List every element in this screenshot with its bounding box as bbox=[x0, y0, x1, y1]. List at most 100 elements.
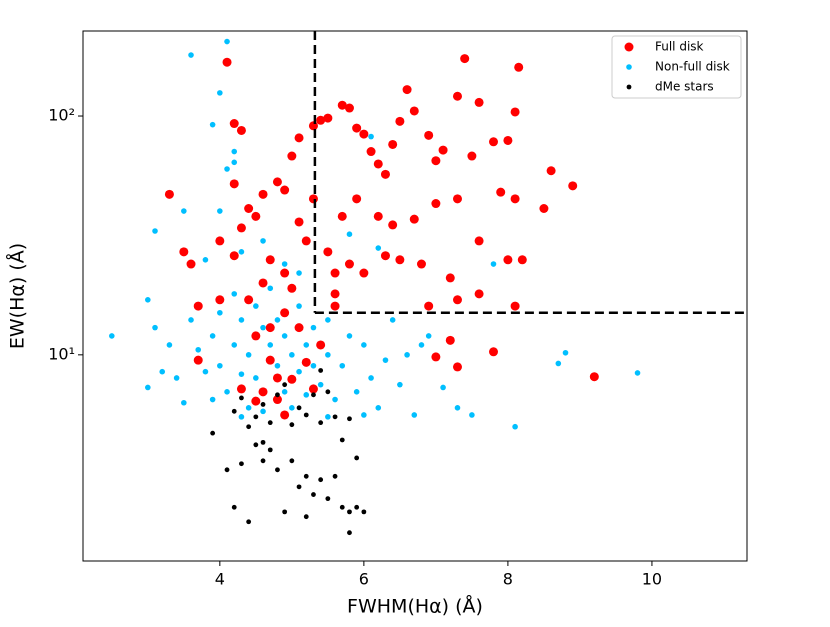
point bbox=[251, 396, 261, 406]
point bbox=[452, 91, 462, 101]
point bbox=[238, 371, 245, 377]
point bbox=[589, 372, 599, 382]
point bbox=[330, 268, 340, 278]
point bbox=[380, 251, 390, 261]
point bbox=[380, 169, 390, 179]
x-axis-label: FWHM(Hα) (Å) bbox=[347, 595, 483, 618]
point bbox=[202, 368, 209, 375]
point bbox=[424, 130, 434, 140]
point bbox=[217, 309, 223, 316]
point bbox=[474, 97, 484, 107]
point bbox=[231, 148, 238, 155]
point bbox=[258, 278, 268, 288]
point bbox=[445, 273, 455, 283]
point bbox=[281, 389, 288, 395]
legend-label: Non-full disk bbox=[655, 60, 730, 74]
point bbox=[267, 285, 274, 292]
point bbox=[503, 255, 513, 265]
point bbox=[238, 317, 245, 323]
y-tick-label: 10² bbox=[48, 106, 75, 125]
point bbox=[411, 412, 418, 418]
point bbox=[344, 259, 354, 269]
point bbox=[195, 346, 202, 353]
point bbox=[397, 381, 403, 388]
point bbox=[438, 145, 448, 155]
point bbox=[209, 396, 216, 403]
point bbox=[289, 422, 295, 428]
point bbox=[258, 189, 268, 199]
point bbox=[510, 301, 520, 311]
point bbox=[251, 331, 261, 341]
point bbox=[318, 477, 324, 483]
point bbox=[275, 467, 280, 473]
point bbox=[361, 509, 367, 515]
point bbox=[289, 352, 295, 358]
point bbox=[347, 530, 352, 536]
point bbox=[452, 194, 462, 204]
point bbox=[166, 342, 173, 348]
point bbox=[409, 106, 419, 116]
point bbox=[359, 268, 369, 278]
point bbox=[445, 335, 455, 345]
point bbox=[375, 245, 382, 251]
point bbox=[246, 424, 252, 430]
point bbox=[395, 116, 405, 126]
point bbox=[274, 362, 281, 369]
point bbox=[373, 159, 383, 169]
point bbox=[236, 223, 246, 233]
point bbox=[325, 389, 331, 395]
point bbox=[246, 519, 252, 525]
point bbox=[193, 355, 203, 365]
point bbox=[424, 301, 434, 311]
point bbox=[210, 430, 216, 436]
point bbox=[164, 189, 174, 199]
point bbox=[330, 289, 340, 299]
point bbox=[366, 147, 376, 157]
point bbox=[209, 121, 216, 128]
point bbox=[260, 458, 266, 464]
point bbox=[265, 355, 275, 365]
legend-marker bbox=[624, 42, 634, 52]
point bbox=[512, 423, 518, 430]
point bbox=[546, 166, 556, 176]
point bbox=[289, 405, 295, 411]
point bbox=[294, 323, 304, 333]
point bbox=[152, 324, 158, 331]
point bbox=[354, 455, 360, 461]
point bbox=[217, 362, 223, 369]
point bbox=[496, 187, 506, 197]
point bbox=[260, 439, 266, 445]
point bbox=[181, 399, 187, 406]
point bbox=[555, 360, 562, 367]
point bbox=[245, 352, 252, 358]
point bbox=[244, 203, 254, 213]
point bbox=[332, 473, 338, 479]
point bbox=[202, 257, 209, 263]
point bbox=[275, 392, 280, 398]
point bbox=[159, 368, 166, 375]
point bbox=[303, 473, 309, 479]
point bbox=[368, 133, 374, 140]
point bbox=[467, 151, 477, 161]
point bbox=[361, 412, 367, 418]
point bbox=[354, 504, 360, 510]
point bbox=[239, 461, 244, 467]
point bbox=[296, 368, 302, 375]
point bbox=[260, 408, 266, 415]
point bbox=[325, 352, 331, 358]
point bbox=[510, 194, 520, 204]
point bbox=[361, 342, 367, 348]
point bbox=[316, 115, 326, 125]
point bbox=[215, 295, 225, 305]
point bbox=[431, 199, 441, 209]
point bbox=[488, 347, 498, 357]
point bbox=[209, 333, 216, 339]
point bbox=[332, 396, 338, 403]
point bbox=[282, 382, 288, 388]
point bbox=[253, 442, 259, 448]
point bbox=[418, 342, 425, 348]
point bbox=[316, 340, 326, 350]
point bbox=[323, 113, 333, 123]
point bbox=[308, 384, 318, 394]
